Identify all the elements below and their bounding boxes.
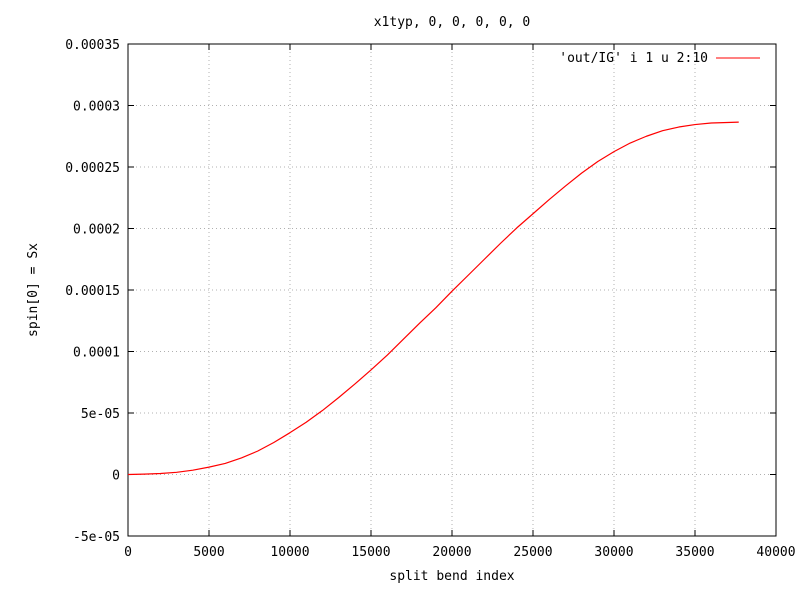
legend: 'out/IG' i 1 u 2:10	[559, 51, 760, 66]
y-tick-label: 0.00035	[65, 38, 120, 53]
y-tick-label: 0.0002	[73, 223, 120, 238]
legend-label: 'out/IG' i 1 u 2:10	[559, 51, 708, 66]
y-tick-label: 0.00025	[65, 161, 120, 176]
series	[127, 121, 739, 476]
x-tick-label: 25000	[513, 545, 552, 560]
tick-labels: 0 5000 10000 15000 20000 25000 30000 35000 40000…	[65, 38, 795, 560]
ticks	[127, 43, 777, 537]
x-tick-label: 35000	[675, 545, 714, 560]
x-tick-label: 40000	[756, 545, 795, 560]
y-tick-label: -5e-05	[73, 530, 120, 545]
y-tick-label: 0.00015	[65, 284, 120, 299]
y-axis-label: spin[0] = Sx	[26, 243, 41, 337]
chart-title: x1typ, 0, 0, 0, 0, 0	[374, 15, 531, 30]
y-tick-label: 0	[112, 469, 120, 484]
y-tick-label: 5e-05	[81, 407, 120, 422]
x-tick-label: 15000	[351, 545, 390, 560]
grid	[128, 44, 776, 536]
y-tick-label: 0.0003	[73, 100, 120, 115]
y-tick-label: 0.0001	[73, 346, 120, 361]
x-axis-label: split bend index	[389, 569, 514, 584]
x-tick-label: 5000	[193, 545, 224, 560]
series-line	[127, 121, 739, 476]
x-tick-label: 20000	[432, 545, 471, 560]
x-tick-label: 30000	[594, 545, 633, 560]
x-tick-label: 0	[124, 545, 132, 560]
x-tick-label: 10000	[270, 545, 309, 560]
